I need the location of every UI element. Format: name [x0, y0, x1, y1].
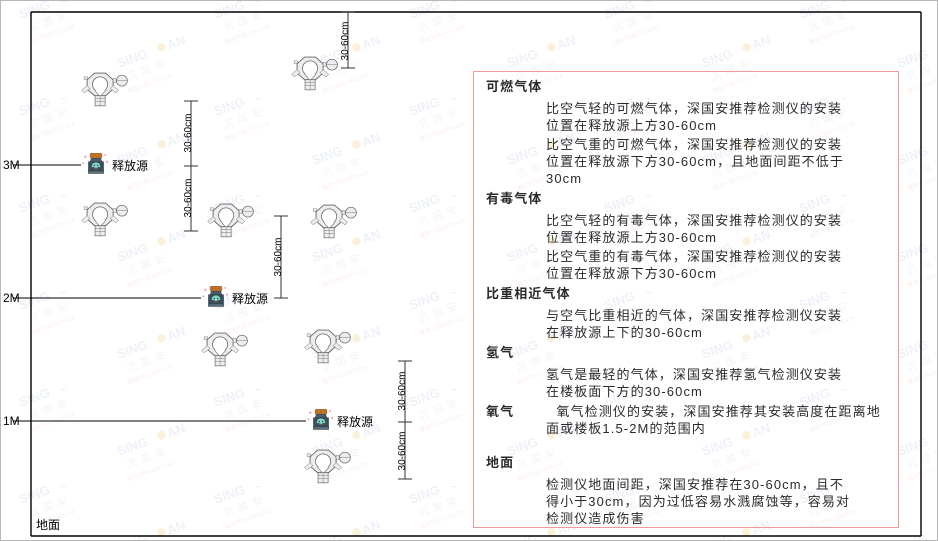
svg-text:3M: 3M: [3, 158, 20, 172]
svg-text:30-60cm: 30-60cm: [273, 238, 284, 277]
svg-text:释放源: 释放源: [232, 291, 268, 306]
svg-text:2M: 2M: [3, 291, 20, 305]
svg-text:地面: 地面: [36, 518, 60, 532]
svg-text:30-60cm: 30-60cm: [397, 372, 408, 411]
svg-text:30-60cm: 30-60cm: [183, 114, 194, 153]
svg-text:30-60cm: 30-60cm: [183, 179, 194, 218]
svg-text:1M: 1M: [3, 414, 20, 428]
svg-text:释放源: 释放源: [112, 158, 148, 173]
svg-text:30-60cm: 30-60cm: [397, 432, 408, 471]
svg-text:30-60cm: 30-60cm: [340, 22, 351, 61]
svg-text:释放源: 释放源: [337, 414, 373, 429]
